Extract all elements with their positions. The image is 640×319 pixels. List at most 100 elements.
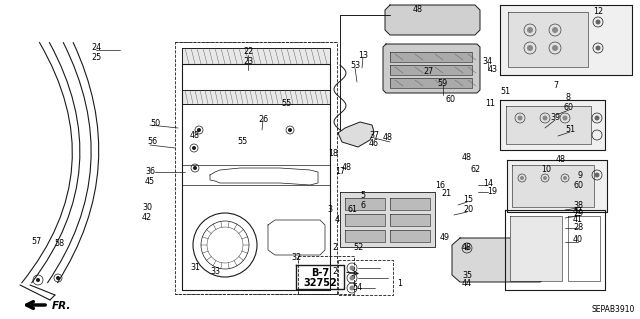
Polygon shape [345, 214, 385, 226]
Text: 54: 54 [352, 283, 362, 292]
Text: 2: 2 [332, 268, 337, 277]
Text: 48: 48 [462, 243, 472, 253]
Text: 9: 9 [577, 172, 582, 181]
Circle shape [518, 115, 522, 121]
Text: 44: 44 [462, 278, 472, 287]
Text: 35: 35 [462, 271, 472, 279]
Text: 16: 16 [435, 181, 445, 189]
Text: 50: 50 [150, 118, 160, 128]
Text: 55: 55 [237, 137, 247, 146]
Text: 8: 8 [566, 93, 570, 101]
Polygon shape [390, 214, 430, 226]
Text: 42: 42 [142, 212, 152, 221]
Circle shape [56, 276, 60, 280]
Circle shape [527, 27, 533, 33]
Text: 62: 62 [471, 165, 481, 174]
Circle shape [563, 176, 567, 180]
Text: SEPAB3910: SEPAB3910 [591, 305, 635, 314]
Polygon shape [182, 90, 330, 104]
Text: 60: 60 [564, 103, 574, 113]
Text: 48: 48 [342, 164, 352, 173]
Polygon shape [452, 238, 548, 282]
Circle shape [543, 115, 547, 121]
Polygon shape [182, 48, 330, 64]
Text: 4: 4 [335, 216, 339, 225]
Text: 22: 22 [243, 48, 253, 56]
Circle shape [595, 46, 600, 50]
Text: 41: 41 [573, 216, 583, 225]
Text: 30: 30 [142, 203, 152, 211]
Polygon shape [508, 12, 588, 67]
Text: 6: 6 [360, 202, 365, 211]
Text: 20: 20 [463, 205, 473, 214]
Circle shape [552, 27, 558, 33]
Text: 61: 61 [347, 205, 357, 214]
Text: 13: 13 [358, 50, 368, 60]
Text: 12: 12 [593, 8, 603, 17]
Polygon shape [390, 230, 430, 242]
Polygon shape [345, 198, 385, 210]
Text: 36: 36 [145, 167, 155, 176]
Text: 56: 56 [147, 137, 157, 146]
Text: 26: 26 [258, 115, 268, 124]
Polygon shape [506, 106, 591, 144]
Polygon shape [345, 230, 385, 242]
Text: 15: 15 [463, 196, 473, 204]
Text: 46: 46 [369, 139, 379, 149]
Text: 51: 51 [565, 125, 575, 135]
Text: 47: 47 [573, 207, 583, 217]
Circle shape [349, 276, 355, 280]
Text: 27: 27 [423, 68, 433, 77]
Polygon shape [385, 5, 480, 35]
Polygon shape [500, 100, 605, 150]
Polygon shape [383, 44, 480, 93]
Text: 17: 17 [335, 167, 345, 176]
Text: 37: 37 [369, 131, 379, 140]
Text: 48: 48 [190, 130, 200, 139]
Text: 48: 48 [413, 5, 423, 14]
Circle shape [197, 128, 201, 132]
Circle shape [349, 265, 355, 271]
Polygon shape [340, 192, 435, 247]
Text: 39: 39 [550, 114, 560, 122]
Text: 25: 25 [91, 54, 101, 63]
Circle shape [288, 128, 292, 132]
Circle shape [595, 115, 600, 121]
Text: 45: 45 [145, 177, 155, 187]
Text: 59: 59 [438, 78, 448, 87]
Circle shape [563, 115, 568, 121]
Circle shape [465, 246, 470, 250]
Circle shape [193, 166, 197, 170]
Text: 24: 24 [91, 43, 101, 53]
Text: 31: 31 [190, 263, 200, 272]
Text: 32: 32 [291, 254, 301, 263]
Polygon shape [390, 198, 430, 210]
Text: 60: 60 [573, 182, 583, 190]
Text: 18: 18 [328, 149, 338, 158]
Text: B-7: B-7 [311, 268, 329, 278]
Circle shape [36, 278, 40, 282]
Polygon shape [338, 122, 374, 147]
Polygon shape [390, 78, 472, 88]
Polygon shape [510, 216, 562, 281]
Text: 5: 5 [360, 191, 365, 201]
Text: 58: 58 [54, 239, 64, 248]
Polygon shape [500, 5, 632, 75]
Text: 38: 38 [573, 202, 583, 211]
Circle shape [595, 173, 600, 177]
Circle shape [595, 19, 600, 25]
Text: 48: 48 [556, 155, 566, 165]
Text: 2: 2 [332, 243, 337, 253]
Circle shape [552, 45, 558, 51]
Text: 29: 29 [573, 210, 583, 219]
Circle shape [192, 146, 196, 150]
Polygon shape [390, 52, 472, 62]
Polygon shape [512, 165, 594, 207]
Text: 19: 19 [487, 187, 497, 196]
Text: 34: 34 [482, 57, 492, 66]
Circle shape [520, 176, 524, 180]
Text: 40: 40 [573, 235, 583, 244]
Text: 51: 51 [500, 86, 510, 95]
Text: 55: 55 [281, 99, 291, 108]
Text: 49: 49 [440, 233, 450, 241]
